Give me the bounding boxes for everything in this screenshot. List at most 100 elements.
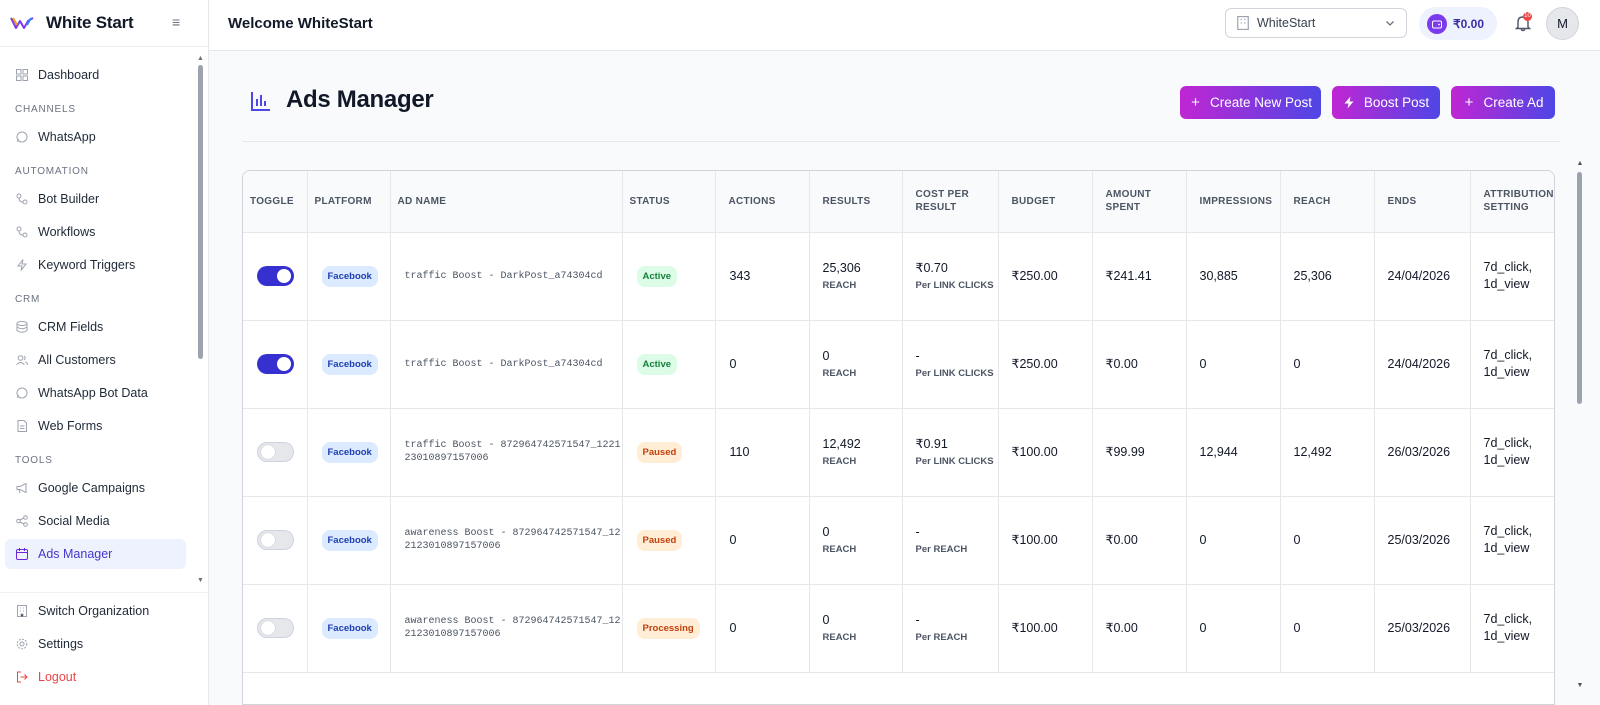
cost-value: - (915, 613, 920, 627)
cell-budget: ₹250.00 (998, 320, 1093, 409)
boost-post-button[interactable]: Boost Post (1332, 86, 1440, 119)
results-metric: REACH (822, 544, 857, 555)
cell-status: Processing (622, 584, 716, 673)
sidebar-item-label: WhatsApp (38, 130, 96, 144)
scrollbar-thumb[interactable] (1577, 172, 1582, 404)
ad-toggle-switch[interactable] (257, 442, 294, 462)
cell-ends: 26/03/2026 (1374, 408, 1471, 497)
notification-badge: 10 (1523, 12, 1532, 21)
cell-amount-spent: ₹0.00 (1092, 584, 1187, 673)
create-new-post-button[interactable]: + Create New Post (1180, 86, 1321, 119)
scroll-up-icon[interactable]: ▲ (197, 55, 204, 62)
ad-toggle-switch[interactable] (257, 530, 294, 550)
organization-select[interactable]: WhiteStart (1225, 8, 1407, 38)
sidebar-item-whatsapp[interactable]: WhatsApp (5, 122, 186, 152)
section-tools: TOOLS (15, 455, 53, 466)
sidebar-item-crm-fields[interactable]: CRM Fields (5, 312, 186, 342)
cell-platform: Facebook (307, 320, 391, 409)
sidebar-item-label: Workflows (38, 225, 96, 239)
sidebar-item-bot-builder[interactable]: Bot Builder (5, 184, 186, 214)
cell-impressions: 0 (1186, 584, 1281, 673)
cell-toggle (243, 584, 308, 673)
scroll-up-icon[interactable]: ▲ (1576, 160, 1584, 167)
col-toggle: TOGGLE (243, 171, 308, 233)
results-value: 25,306 (822, 261, 861, 275)
sidebar-item-dashboard[interactable]: Dashboard (5, 60, 186, 90)
platform-badge: Facebook (321, 441, 378, 463)
results-value: 0 (822, 349, 830, 363)
brand: White Start ≡ (0, 0, 208, 47)
results-metric: REACH (822, 632, 857, 643)
cell-actions: 343 (715, 232, 810, 321)
building-icon (15, 604, 29, 618)
toggle-knob (261, 621, 275, 635)
sidebar-item-keyword-triggers[interactable]: Keyword Triggers (5, 250, 186, 280)
create-ad-label: Create Ad (1483, 95, 1544, 110)
sidebar-item-social-media[interactable]: Social Media (5, 506, 186, 536)
main-scrollbar[interactable]: ▲ ▼ (1575, 160, 1585, 695)
sidebar-item-google-campaigns[interactable]: Google Campaigns (5, 473, 186, 503)
col-reach: REACH (1280, 171, 1375, 233)
sidebar-item-all-customers[interactable]: All Customers (5, 345, 186, 375)
cell-cost-per-result: - Per REACH (902, 496, 999, 585)
cell-platform: Facebook (307, 584, 391, 673)
brand-name: White Start (46, 13, 134, 32)
sidebar-item-label: Keyword Triggers (38, 258, 136, 272)
plus-icon: + (1191, 94, 1200, 111)
brand-logo-icon (10, 17, 34, 29)
cell-impressions: 12,944 (1186, 408, 1281, 497)
cell-ad-name: awareness Boost - 872964742571547_122123… (390, 584, 623, 673)
col-platform: PLATFORM (307, 171, 391, 233)
logout-label: Logout (38, 670, 77, 684)
ad-toggle-switch[interactable] (257, 354, 294, 374)
switch-organization-button[interactable]: Switch Organization (5, 596, 186, 626)
col-actions: ACTIONS (715, 171, 810, 233)
cost-metric: Per LINK CLICKS (915, 456, 994, 467)
cell-actions: 0 (715, 496, 810, 585)
scroll-down-icon[interactable]: ▼ (1576, 682, 1584, 689)
cell-results: 0 REACH (809, 496, 903, 585)
avatar[interactable]: M (1546, 7, 1579, 40)
sidebar-item-workflows[interactable]: Workflows (5, 217, 186, 247)
sidebar-item-label: Web Forms (38, 419, 103, 433)
sidebar-item-label: CRM Fields (38, 320, 104, 334)
sidebar-item-ads-manager[interactable]: Ads Manager (5, 539, 186, 569)
wallet-balance[interactable]: ₹0.00 (1419, 7, 1497, 40)
scrollbar-thumb[interactable] (198, 65, 203, 359)
cost-metric: Per REACH (915, 632, 968, 643)
table-row: Facebook awareness Boost - 87296474257154… (243, 584, 1554, 673)
cell-ends: 24/04/2026 (1374, 320, 1471, 409)
create-ad-button[interactable]: + Create Ad (1451, 86, 1555, 119)
sidebar-scrollbar[interactable]: ▲ ▼ (196, 55, 205, 585)
cell-results: 0 REACH (809, 320, 903, 409)
sidebar-item-label: Social Media (38, 514, 110, 528)
sidebar-bottom: Switch Organization Settings Logout (0, 592, 209, 684)
sidebar-item-label: Ads Manager (38, 547, 113, 561)
cell-results: 25,306 REACH (809, 232, 903, 321)
menu-toggle-icon[interactable]: ≡ (172, 14, 181, 30)
ad-toggle-switch[interactable] (257, 266, 294, 286)
cell-impressions: 0 (1186, 496, 1281, 585)
ads-table-container: TOGGLE PLATFORM AD NAME STATUS ACTIONS R… (242, 170, 1555, 705)
bolt-icon (1343, 96, 1356, 109)
col-impressions: IMPRESSIONS (1186, 171, 1281, 233)
cell-attribution: 7d_click, 1d_view (1470, 584, 1554, 673)
results-metric: REACH (822, 456, 857, 467)
sidebar-item-label: Bot Builder (38, 192, 100, 206)
sidebar-item-web-forms[interactable]: Web Forms (5, 411, 186, 441)
grid-icon (15, 68, 29, 82)
ad-toggle-switch[interactable] (257, 618, 294, 638)
bar-chart-icon (251, 92, 270, 111)
settings-button[interactable]: Settings (5, 629, 186, 659)
boost-post-label: Boost Post (1363, 95, 1430, 110)
chevron-down-icon (1386, 21, 1394, 26)
cell-status: Paused (622, 408, 716, 497)
sidebar-item-whatsapp-bot-data[interactable]: WhatsApp Bot Data (5, 378, 186, 408)
wallet-icon (1427, 13, 1447, 34)
toggle-knob (261, 445, 275, 459)
toggle-knob (277, 357, 291, 371)
col-status: STATUS (622, 171, 716, 233)
logout-button[interactable]: Logout (5, 662, 186, 692)
scroll-down-icon[interactable]: ▼ (197, 577, 204, 584)
database-icon (15, 320, 29, 334)
